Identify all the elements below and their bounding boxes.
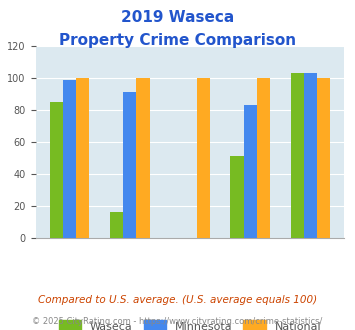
Text: © 2025 CityRating.com - https://www.cityrating.com/crime-statistics/: © 2025 CityRating.com - https://www.city… [32, 317, 323, 326]
Text: Property Crime Comparison: Property Crime Comparison [59, 33, 296, 48]
Bar [257, 78, 270, 238]
Bar [197, 78, 210, 238]
Bar [123, 92, 136, 238]
Text: Compared to U.S. average. (U.S. average equals 100): Compared to U.S. average. (U.S. average … [38, 295, 317, 305]
Legend: Waseca, Minnesota, National: Waseca, Minnesota, National [54, 316, 326, 330]
Text: 2019 Waseca: 2019 Waseca [121, 10, 234, 25]
Bar [110, 212, 123, 238]
Bar [244, 105, 257, 238]
Bar [304, 73, 317, 238]
Bar [290, 73, 304, 238]
Bar [317, 78, 330, 238]
Bar [63, 80, 76, 238]
Bar [76, 78, 89, 238]
Bar [136, 78, 149, 238]
Bar [50, 102, 63, 238]
Bar [230, 156, 244, 238]
